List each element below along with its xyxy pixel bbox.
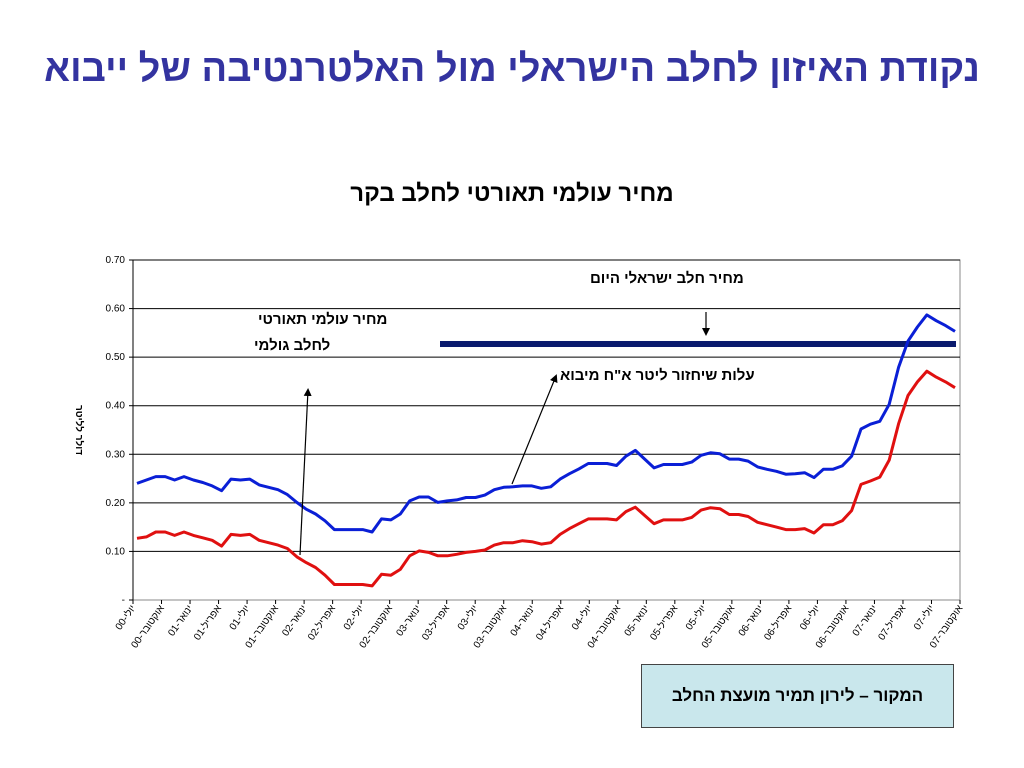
x-tick-label: ינואר-02 [280,603,309,638]
x-tick-label: ינואר-01 [166,603,195,638]
x-tick-label: יולי-06 [797,603,823,632]
x-tick-label: אפריל-02 [305,602,338,642]
source-box: המקור – לירון תמיר מועצת החלב [641,664,954,728]
world-price-annotation-line1: מחיר עולמי תאורטי [258,311,388,328]
y-axis-ticks: - 0.10 0.20 0.30 0.40 0.50 0.60 0.70 [106,255,134,606]
y-tick-label: 0.10 [106,546,126,557]
chart-gridlines [132,259,961,601]
world-price-annotation-line2: לחלב גולמי [254,337,331,354]
x-tick-label: אפריל-06 [762,602,795,642]
y-tick-label: - [122,595,125,606]
x-tick-label: אפריל-04 [533,602,566,642]
israeli-price-annotation: מחיר חלב ישראלי היום [590,270,744,287]
chart-title: מחיר עולמי תאורטי לחלב בקר [350,180,674,207]
x-tick-label: יולי-04 [569,603,595,632]
y-tick-label: 0.40 [106,401,126,412]
x-tick-label: אפריל-05 [647,602,680,642]
y-tick-label: 0.70 [106,255,126,266]
x-tick-label: ינואר-04 [509,603,538,638]
x-tick-label: ינואר-06 [737,603,766,638]
world-price-series-line [136,369,956,588]
annotation-arrows [299,312,710,556]
x-tick-label: ינואר-03 [394,603,423,638]
y-tick-label: 0.50 [106,352,126,363]
import-cost-arrow [511,374,558,485]
x-tick-label: ינואר-07 [851,603,880,638]
import-cost-series-line [136,313,956,534]
world-price-arrow [299,388,312,556]
x-tick-label: יולי-00 [113,603,139,632]
y-tick-label: 0.30 [106,449,126,460]
x-tick-label: יולי-07 [911,603,937,632]
x-tick-label: יולי-01 [227,603,253,632]
y-tick-label: 0.20 [106,498,126,509]
x-tick-label: אפריל-01 [191,602,224,642]
x-tick-label: יולי-05 [683,603,709,632]
x-tick-label: יולי-03 [455,603,481,632]
chart-series [136,313,956,588]
slide-title: נקודת האיזון לחלב הישראלי מול האלטרנטיבה… [44,48,980,90]
y-tick-label: 0.60 [106,304,126,315]
y-axis-label: דולר לליטר [73,405,85,455]
source-text: המקור – לירון תמיר מועצת החלב [671,686,924,705]
x-tick-label: ינואר-05 [623,603,652,638]
x-tick-label: יולי-02 [341,603,367,632]
x-tick-label: אפריל-03 [419,602,452,642]
import-cost-annotation: עלות שיחזור ליטר א"ח מיבוא [560,367,755,384]
x-tick-label: אפריל-07 [876,602,909,642]
